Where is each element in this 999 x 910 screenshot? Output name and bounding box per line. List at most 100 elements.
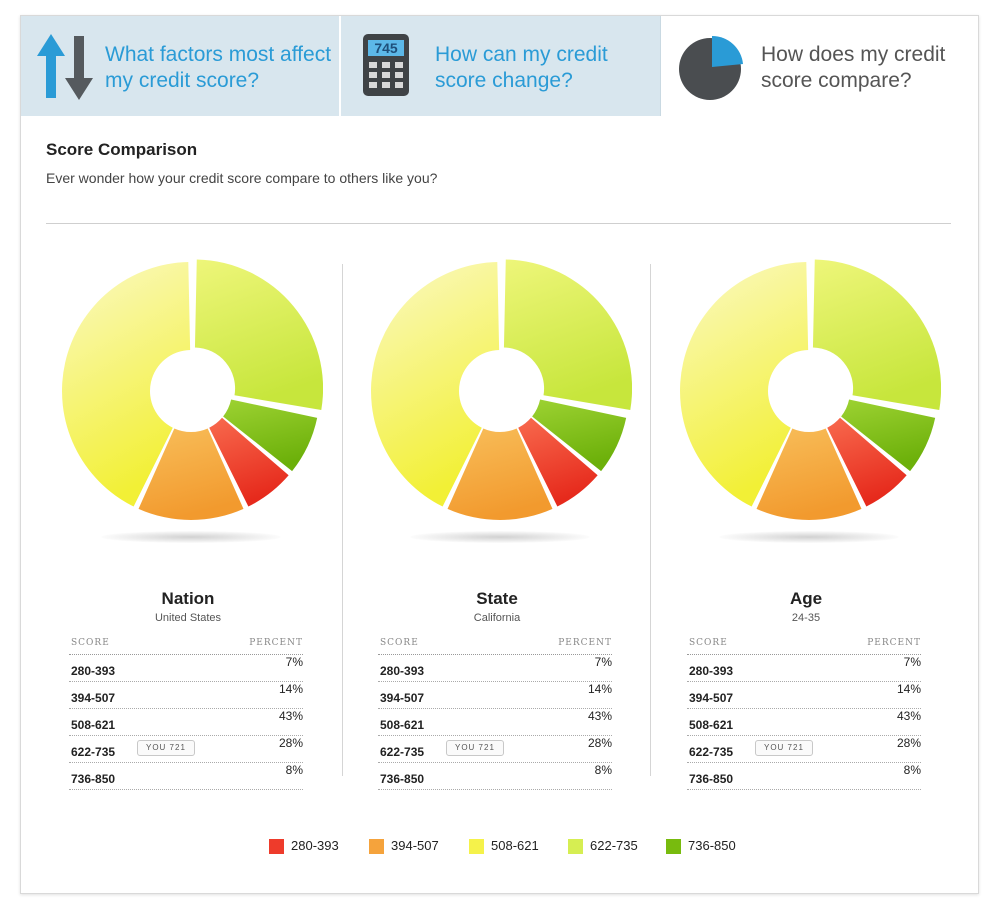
table-header: SCORE PERCENT — [687, 632, 921, 655]
table-header: SCORE PERCENT — [378, 632, 612, 655]
pie-shadow — [410, 531, 590, 543]
tab-score-change-label: How can my credit score change? — [435, 43, 608, 92]
pie-chart — [62, 259, 323, 520]
score-range: 622-735 — [380, 745, 425, 759]
percent-value: 43% — [278, 709, 303, 723]
percent-value: 14% — [587, 682, 612, 696]
table-row: 622-735 YOU 721 28% — [687, 736, 921, 763]
pie-chart — [371, 259, 632, 520]
score-header: SCORE — [71, 638, 110, 648]
score-header: SCORE — [380, 638, 419, 648]
legend-label: 394-507 — [391, 838, 439, 853]
pie-slice-622-735 — [812, 259, 941, 410]
pie-slice-736-850 — [223, 399, 318, 472]
you-score-badge: YOU 721 — [755, 740, 813, 756]
pie-chart-icon — [679, 35, 743, 100]
table-row: 394-507 14% — [69, 682, 303, 709]
state-panel: State California SCORE PERCENT 280-393 7% 394-… — [370, 256, 632, 796]
table-row: 736-850 8% — [69, 763, 303, 790]
score-range: 736-850 — [71, 772, 116, 786]
panel-title: Nation — [161, 589, 215, 608]
percent-value: 7% — [285, 655, 303, 669]
percent-value: 8% — [285, 763, 303, 777]
score-range: 280-393 — [71, 664, 116, 678]
pie-slice-394-507 — [447, 428, 553, 520]
legend-swatch — [269, 839, 284, 854]
you-score-badge: YOU 721 — [137, 740, 195, 756]
score-comparison-card: What factors most affect my credit score… — [20, 15, 979, 894]
pie-slice-736-850 — [532, 399, 627, 472]
table-header: SCORE PERCENT — [69, 632, 303, 655]
table-row: 622-735 YOU 721 28% — [378, 736, 612, 763]
pie-slice-280-393 — [209, 417, 289, 507]
score-range: 394-507 — [380, 691, 425, 705]
legend-label: 508-621 — [491, 838, 539, 853]
pie-slice-508-621 — [680, 262, 809, 507]
nation-panel: Nation United States SCORE PERCENT 280-393 7%… — [61, 256, 323, 796]
tab-score-change[interactable]: 745 How can my credit score change? — [341, 16, 661, 116]
pie-shadow — [101, 531, 281, 543]
legend-label: 622-735 — [590, 838, 638, 853]
legend-label: 280-393 — [291, 838, 339, 853]
percent-header: PERCENT — [867, 638, 921, 648]
section-title: Score Comparison — [46, 140, 198, 159]
age-panel: Age 24-35 SCORE PERCENT 280-393 7% 394-507 14% 5… — [679, 256, 941, 796]
pie-slice-394-507 — [138, 428, 244, 520]
legend-swatch — [469, 839, 484, 854]
percent-value: 28% — [587, 736, 612, 750]
chart-legend: 280-393 394-507 508-621 622-735 736-850 — [269, 837, 789, 857]
percent-value: 7% — [903, 655, 921, 669]
tab-factors[interactable]: What factors most affect my credit score… — [21, 16, 341, 116]
tab-bar: What factors most affect my credit score… — [21, 16, 978, 116]
divider — [46, 223, 951, 224]
panel-divider-1 — [342, 264, 343, 776]
panel-subtitle: 24-35 — [791, 612, 821, 624]
percent-value: 43% — [587, 709, 612, 723]
score-range: 622-735 — [689, 745, 734, 759]
score-range: 394-507 — [689, 691, 734, 705]
percent-header: PERCENT — [558, 638, 612, 648]
legend-swatch — [568, 839, 583, 854]
table-row: 508-621 43% — [378, 709, 612, 736]
percent-value: 8% — [903, 763, 921, 777]
panel-subtitle: California — [473, 612, 521, 624]
pie-slice-736-850 — [841, 399, 936, 472]
pie-slice-280-393 — [518, 417, 598, 507]
percent-value: 28% — [896, 736, 921, 750]
panel-subtitle: United States — [154, 612, 222, 624]
legend-swatch — [369, 839, 384, 854]
calculator-icon: 745 — [363, 34, 409, 96]
legend-label: 736-850 — [688, 838, 736, 853]
score-range: 736-850 — [689, 772, 734, 786]
percent-header: PERCENT — [249, 638, 303, 648]
table-row: 622-735 YOU 721 28% — [69, 736, 303, 763]
score-range: 736-850 — [380, 772, 425, 786]
table-row: 736-850 8% — [687, 763, 921, 790]
percent-value: 8% — [594, 763, 612, 777]
tab-compare[interactable]: How does my credit score compare? — [661, 16, 978, 116]
percent-value: 7% — [594, 655, 612, 669]
score-header: SCORE — [689, 638, 728, 648]
pie-slice-622-735 — [503, 259, 632, 410]
pie-chart — [680, 259, 941, 520]
tab-compare-label: How does my credit score compare? — [761, 43, 946, 92]
pie-slice-394-507 — [756, 428, 862, 520]
score-range: 622-735 — [71, 745, 116, 759]
percent-value: 43% — [896, 709, 921, 723]
pie-slice-508-621 — [371, 262, 500, 507]
table-row: 394-507 14% — [378, 682, 612, 709]
percent-value: 28% — [278, 736, 303, 750]
table-row: 508-621 43% — [687, 709, 921, 736]
score-table: SCORE PERCENT 280-393 7% 394-507 14% 508-621 43… — [378, 632, 612, 790]
you-score-badge: YOU 721 — [446, 740, 504, 756]
percent-value: 14% — [896, 682, 921, 696]
panel-title: State — [476, 589, 518, 608]
pie-shadow — [719, 531, 899, 543]
pie-slice-280-393 — [827, 417, 907, 507]
section-subtitle: Ever wonder how your credit score compar… — [46, 170, 438, 186]
legend-swatch — [666, 839, 681, 854]
score-table: SCORE PERCENT 280-393 7% 394-507 14% 508-621 43… — [69, 632, 303, 790]
calculator-display-text: 745 — [374, 40, 398, 56]
percent-value: 14% — [278, 682, 303, 696]
tab-factors-label: What factors most affect my credit score… — [105, 43, 332, 92]
